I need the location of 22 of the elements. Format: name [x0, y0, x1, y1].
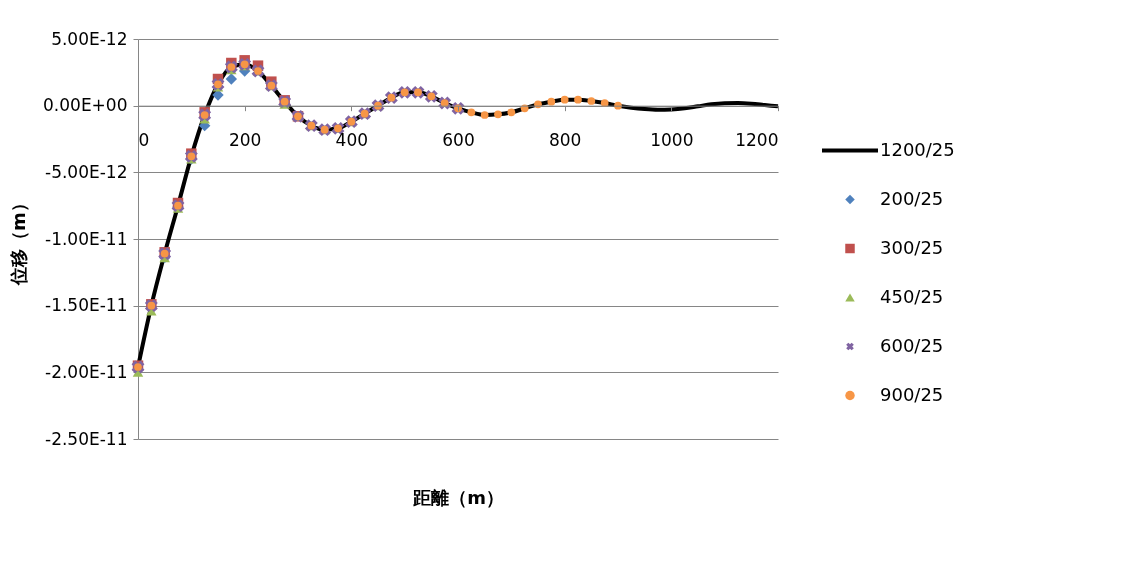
- y-tick-label: -2.00E-11: [45, 361, 128, 382]
- x-axis-title: 距離（m）: [412, 486, 504, 508]
- legend-label: 450/25: [880, 285, 944, 307]
- y-tick-label: 0.00E+00: [43, 95, 128, 116]
- x-tick-label: 400: [335, 130, 369, 151]
- y-tick-label: -2.50E-11: [45, 428, 128, 449]
- legend-label: 200/25: [880, 187, 944, 209]
- legend-label: 600/25: [880, 334, 944, 356]
- x-tick-label: 800: [548, 130, 582, 151]
- legend-label: 1200/25: [880, 138, 955, 160]
- y-tick-label: -1.50E-11: [45, 295, 128, 316]
- x-tick-label: 1000: [650, 130, 694, 151]
- x-tick-label: 600: [442, 130, 475, 151]
- legend-label: 900/25: [880, 383, 944, 405]
- x-tick-label: 1200: [735, 130, 779, 151]
- x-tick-label: 200: [228, 130, 262, 151]
- y-tick-label: -5.00E-12: [45, 161, 128, 182]
- y-axis-title: 位移（m）: [8, 194, 30, 286]
- y-tick-label: -1.00E-11: [45, 228, 128, 249]
- legend-label: 300/25: [880, 236, 944, 258]
- x-tick-label: 0: [138, 130, 150, 151]
- y-tick-label: 5.00E-12: [51, 28, 128, 49]
